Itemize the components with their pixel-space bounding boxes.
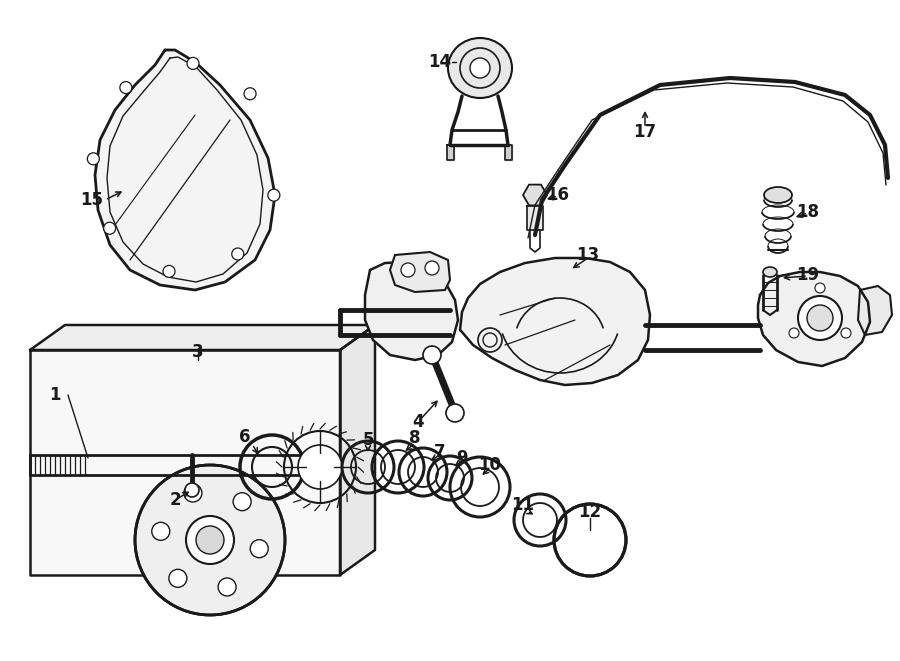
Text: 9: 9 — [456, 449, 468, 467]
Ellipse shape — [268, 189, 280, 201]
Ellipse shape — [554, 504, 626, 576]
Polygon shape — [523, 184, 547, 206]
Ellipse shape — [218, 578, 236, 596]
Polygon shape — [365, 262, 458, 360]
Ellipse shape — [401, 263, 415, 277]
Text: 7: 7 — [434, 443, 446, 461]
Text: 6: 6 — [239, 428, 251, 446]
Ellipse shape — [425, 261, 439, 275]
Text: 13: 13 — [576, 246, 599, 264]
Ellipse shape — [470, 58, 490, 78]
Text: 12: 12 — [579, 503, 601, 521]
Ellipse shape — [186, 516, 234, 564]
Polygon shape — [505, 145, 512, 160]
Text: 18: 18 — [796, 203, 820, 221]
Ellipse shape — [807, 305, 833, 331]
Polygon shape — [758, 272, 870, 366]
Text: 11: 11 — [511, 496, 535, 514]
Ellipse shape — [120, 81, 132, 94]
Text: 4: 4 — [412, 413, 424, 431]
Ellipse shape — [169, 569, 187, 588]
Ellipse shape — [789, 328, 799, 338]
Ellipse shape — [841, 328, 851, 338]
Ellipse shape — [233, 492, 251, 511]
Polygon shape — [460, 258, 650, 385]
Ellipse shape — [184, 484, 202, 502]
Text: 10: 10 — [479, 456, 501, 474]
Text: 3: 3 — [193, 343, 203, 361]
Ellipse shape — [764, 187, 792, 203]
Ellipse shape — [448, 38, 512, 98]
Polygon shape — [447, 145, 454, 160]
Text: 1: 1 — [50, 386, 61, 404]
Polygon shape — [340, 325, 375, 575]
Text: 2: 2 — [169, 491, 181, 509]
Polygon shape — [30, 325, 375, 350]
Polygon shape — [30, 350, 340, 575]
Ellipse shape — [298, 445, 342, 489]
Ellipse shape — [135, 465, 285, 615]
Ellipse shape — [244, 88, 256, 100]
Polygon shape — [95, 50, 275, 290]
Ellipse shape — [763, 267, 777, 277]
Ellipse shape — [104, 222, 115, 234]
Text: 16: 16 — [546, 186, 570, 204]
Text: 17: 17 — [634, 123, 657, 141]
Polygon shape — [390, 252, 450, 292]
Ellipse shape — [232, 248, 244, 260]
Ellipse shape — [815, 283, 825, 293]
Polygon shape — [858, 286, 892, 335]
Text: 14: 14 — [428, 53, 452, 71]
Ellipse shape — [152, 522, 170, 540]
Ellipse shape — [250, 539, 268, 558]
Ellipse shape — [187, 58, 199, 69]
Ellipse shape — [185, 483, 199, 497]
Text: 8: 8 — [410, 429, 421, 447]
Text: 5: 5 — [362, 431, 374, 449]
Ellipse shape — [87, 153, 99, 165]
Text: 15: 15 — [80, 191, 104, 209]
Ellipse shape — [163, 266, 175, 278]
Polygon shape — [527, 206, 543, 230]
Ellipse shape — [423, 346, 441, 364]
Ellipse shape — [798, 296, 842, 340]
Text: 19: 19 — [796, 266, 820, 284]
Ellipse shape — [446, 404, 464, 422]
Ellipse shape — [196, 526, 224, 554]
